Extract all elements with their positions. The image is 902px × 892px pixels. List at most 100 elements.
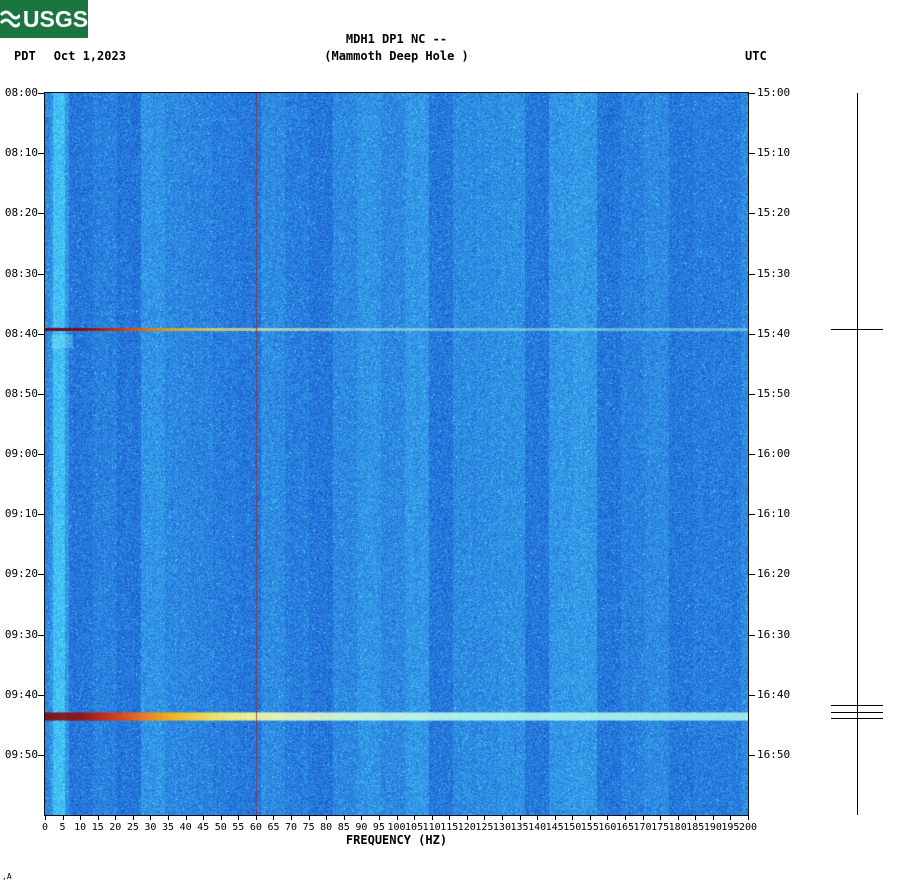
frequency-tickmark [695, 815, 697, 820]
frequency-tickmark [396, 815, 398, 820]
frequency-tick-label: 10 [74, 822, 87, 833]
scalebar-event-tick [831, 718, 883, 719]
frequency-tick-label: 120 [457, 822, 476, 833]
frequency-tickmark [80, 815, 82, 820]
frequency-tick-label: 150 [563, 822, 582, 833]
frequency-tickmark [238, 815, 240, 820]
left-time-label: 09:00 [4, 447, 38, 460]
frequency-tickmark [308, 815, 310, 820]
scalebar-axis-line [857, 93, 858, 815]
right-time-tickmark [748, 514, 755, 516]
frequency-tick-label: 160 [598, 822, 617, 833]
usgs-logo: USGS [0, 0, 88, 38]
frequency-tick-label: 45 [197, 822, 210, 833]
frequency-tickmark [554, 815, 556, 820]
frequency-tickmark [273, 815, 275, 820]
frequency-tickmark [255, 815, 257, 820]
frequency-tick-label: 180 [668, 822, 687, 833]
frequency-tick-label: 80 [320, 822, 333, 833]
frequency-tick-label: 130 [492, 822, 511, 833]
frequency-tickmark [730, 815, 732, 820]
frequency-tick-label: 140 [528, 822, 547, 833]
frequency-tickmark [537, 815, 539, 820]
frequency-tick-label: 55 [232, 822, 245, 833]
frequency-tickmark [607, 815, 609, 820]
left-time-label: 08:30 [4, 266, 38, 280]
frequency-tick-label: 20 [109, 822, 122, 833]
frequency-tickmark [291, 815, 293, 820]
date-label: Oct 1,2023 [53, 49, 126, 63]
left-time-tickmark [38, 694, 45, 696]
frequency-tick-label: 145 [545, 822, 564, 833]
frequency-tick-label: 185 [686, 822, 705, 833]
frequency-tickmark [343, 815, 345, 820]
right-time-label: 16:00 [757, 447, 791, 460]
right-time-tickmark [748, 634, 755, 636]
frequency-tickmark [150, 815, 152, 820]
frequency-tickmark [642, 815, 644, 820]
frequency-tick-label: 70 [285, 822, 298, 833]
right-time-tickmark [748, 153, 755, 155]
left-time-tickmark [38, 93, 45, 94]
x-axis-title: FREQUENCY (HZ) [345, 833, 448, 847]
frequency-tick-label: 60 [249, 822, 262, 833]
frequency-tick-label: 85 [337, 822, 350, 833]
frequency-tick-label: 40 [179, 822, 192, 833]
timezone-date-label: PDT Oct 1,2023 [14, 49, 126, 63]
frequency-tick-label: 190 [703, 822, 722, 833]
right-time-tickmark [748, 574, 755, 576]
right-time-label: 16:10 [757, 507, 791, 521]
left-time-tickmark [38, 454, 45, 455]
left-time-label: 08:40 [4, 326, 38, 340]
left-time-label: 09:10 [4, 507, 38, 521]
frequency-tickmark [466, 815, 468, 820]
frequency-tickmark [220, 815, 222, 820]
frequency-tick-label: 200 [738, 822, 758, 833]
frequency-tick-label: 90 [355, 822, 368, 833]
frequency-tickmark [115, 815, 117, 820]
left-time-label: 09:20 [4, 567, 38, 581]
frequency-tick-label: 15 [91, 822, 104, 833]
scalebar-event-tick [831, 705, 883, 706]
left-time-tickmark [38, 634, 45, 636]
left-time-tickmark [38, 153, 45, 155]
frequency-tick-label: 175 [651, 822, 670, 833]
frequency-tick-label: 25 [126, 822, 139, 833]
right-time-label: 16:30 [757, 627, 791, 641]
frequency-tick-label: 125 [475, 822, 494, 833]
right-time-tickmark [748, 694, 755, 696]
frequency-tickmark [624, 815, 626, 820]
corner-mark: ,A [2, 872, 12, 881]
frequency-tick-label: 170 [633, 822, 652, 833]
frequency-tickmark [677, 815, 679, 820]
frequency-tick-label: 135 [510, 822, 529, 833]
frequency-tickmark [203, 815, 205, 820]
right-time-tickmark [748, 754, 755, 756]
right-time-label: 15:30 [757, 266, 791, 280]
right-time-label: 15:20 [757, 206, 791, 220]
usgs-logo-text: USGS [22, 5, 89, 32]
right-time-tickmark [748, 93, 755, 94]
scalebar-event-tick [831, 712, 883, 713]
frequency-tickmark [431, 815, 433, 820]
frequency-tickmark [519, 815, 521, 820]
frequency-tick-label: 75 [302, 822, 315, 833]
frequency-tick-label: 110 [422, 822, 441, 833]
frequency-tick-label: 105 [405, 822, 424, 833]
left-time-tickmark [38, 393, 45, 395]
left-time-tickmark [38, 273, 45, 275]
frequency-tick-label: 30 [144, 822, 157, 833]
frequency-tick-label: 195 [721, 822, 740, 833]
left-time-label: 08:20 [4, 206, 38, 220]
left-time-tickmark [38, 514, 45, 516]
left-time-label: 08:00 [4, 86, 38, 99]
frequency-tickmark [62, 815, 64, 820]
frequency-tick-label: 100 [387, 822, 406, 833]
right-time-label: 16:20 [757, 567, 791, 581]
frequency-tickmark [572, 815, 574, 820]
frequency-tickmark [168, 815, 170, 820]
frequency-tick-label: 155 [580, 822, 599, 833]
spectrogram-canvas [45, 93, 748, 815]
left-time-tickmark [38, 213, 45, 215]
